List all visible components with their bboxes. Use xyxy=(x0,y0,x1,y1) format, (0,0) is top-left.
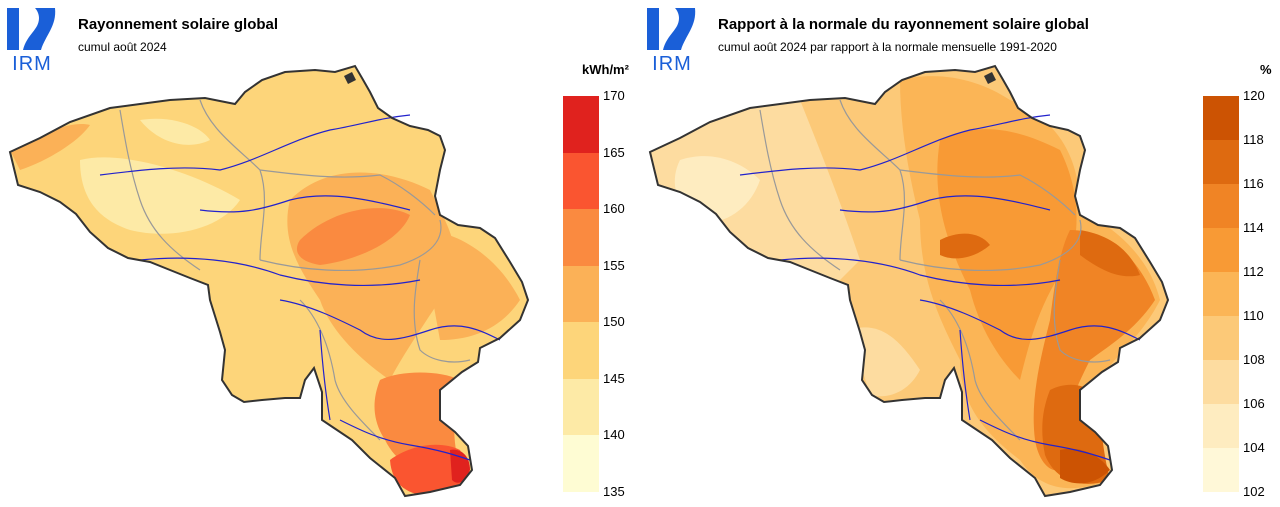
legend-tick-label: 135 xyxy=(603,484,625,499)
ratio-fill xyxy=(650,66,1168,496)
legend-tick-label: 160 xyxy=(603,201,625,217)
map-subtitle: cumul août 2024 par rapport à la normale… xyxy=(718,40,1057,54)
legend-tick-label: 116 xyxy=(1243,176,1264,191)
province-borders xyxy=(119,99,471,441)
legend-swatch xyxy=(1203,140,1239,184)
legend-swatch xyxy=(1203,404,1239,448)
legend-swatch xyxy=(563,322,599,380)
radiation-fill xyxy=(10,66,528,496)
legend-tick-label: 140 xyxy=(603,427,625,443)
legend-tick-label: 170 xyxy=(603,88,625,103)
irm-logo: IRM xyxy=(7,8,56,72)
legend-swatch xyxy=(1203,316,1239,360)
legend-tick-label: 106 xyxy=(1243,396,1265,411)
logo-text: IRM xyxy=(12,53,52,72)
legend-tick-label: 102 xyxy=(1243,484,1265,499)
legend-tick-label: 104 xyxy=(1243,440,1265,455)
irm-logo: IRM xyxy=(647,8,696,72)
belgium-outline xyxy=(8,64,530,498)
legend-tick-label: 155 xyxy=(603,257,625,273)
belgium-radiation-map xyxy=(8,64,530,498)
legend-tick-label: 165 xyxy=(603,144,625,160)
rivers xyxy=(99,114,501,461)
province-borders xyxy=(759,99,1111,441)
legend-swatch xyxy=(563,265,599,323)
logo-text: IRM xyxy=(652,53,692,72)
color-legend xyxy=(1203,96,1239,492)
legend-unit: % xyxy=(1260,62,1272,77)
legend-tick-label: 114 xyxy=(1243,220,1264,235)
legend-unit: kWh/m² xyxy=(582,62,629,77)
map-title: Rapport à la normale du rayonnement sola… xyxy=(718,16,1089,33)
legend-tick-label: 108 xyxy=(1243,352,1265,367)
legend-tick-label: 110 xyxy=(1243,308,1264,323)
map-title: Rayonnement solaire global xyxy=(78,16,279,33)
belgium-outline xyxy=(648,64,1170,498)
legend-swatch xyxy=(563,435,599,493)
legend-tick-label: 150 xyxy=(603,314,625,330)
baarle-enclave xyxy=(984,72,996,84)
color-legend xyxy=(563,96,599,493)
map-subtitle: cumul août 2024 xyxy=(78,40,167,54)
legend-tick-label: 112 xyxy=(1243,264,1264,279)
rivers xyxy=(739,114,1141,461)
legend-swatch xyxy=(1203,272,1239,316)
legend-swatch xyxy=(1203,184,1239,228)
legend-tick-label: 120 xyxy=(1243,88,1265,103)
legend-swatch xyxy=(1203,96,1239,140)
radiation-ratio-panel: IRM Rapport à la normale du rayonnement … xyxy=(640,0,1280,507)
belgium-ratio-map xyxy=(648,64,1170,498)
baarle-enclave xyxy=(344,72,356,84)
solar-radiation-panel: IRM Rayonnement solaire global cumul aoû… xyxy=(7,8,629,499)
legend-swatch xyxy=(563,152,599,210)
legend-swatch xyxy=(1203,360,1239,404)
legend-swatch xyxy=(563,378,599,436)
legend-swatch xyxy=(563,96,599,153)
legend-tick-label: 118 xyxy=(1243,132,1264,147)
legend-tick-label: 145 xyxy=(603,370,625,386)
legend-swatch xyxy=(1203,228,1239,272)
legend-swatch xyxy=(563,209,599,267)
legend-swatch xyxy=(1203,448,1239,492)
